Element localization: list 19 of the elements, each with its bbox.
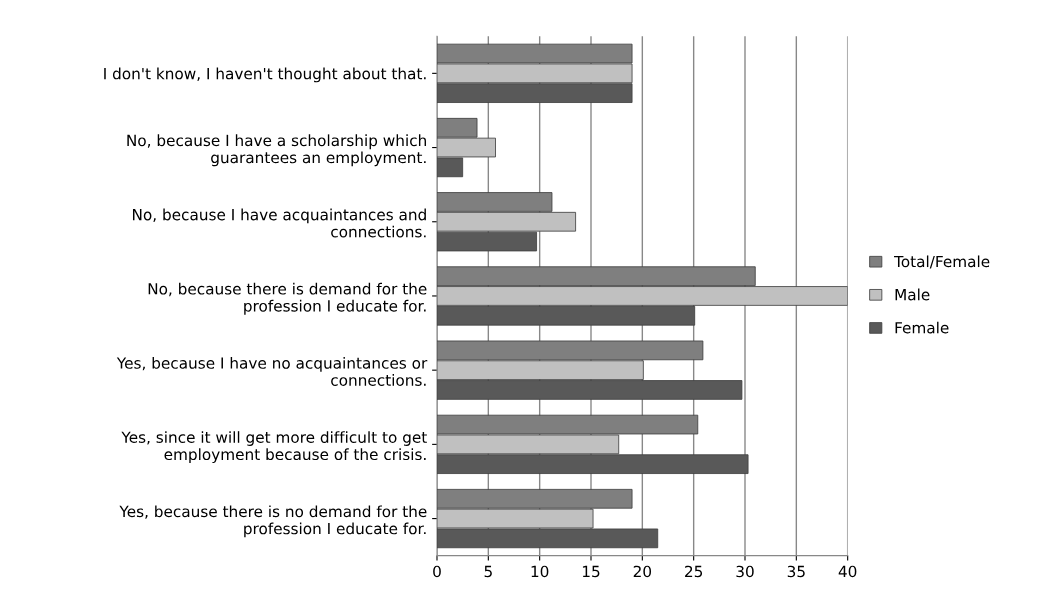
- x-tick-label: 5: [484, 565, 492, 578]
- x-tick-label: 0: [433, 565, 441, 578]
- x-tick-label: 30: [736, 565, 754, 578]
- legend-label: Total/Female: [894, 255, 990, 269]
- y-tick-label: I don't know, I haven't thought about that.: [104, 67, 426, 83]
- legend-label: Female: [895, 321, 949, 334]
- y-tick-label: No, because I have a scholarship which guarantees an employment.: [127, 134, 426, 167]
- y-tick-label: No, because I have acquaintances and connections.: [132, 208, 426, 238]
- y-tick-label: Yes, since it will get more difficult to get employment because of the crisis.: [121, 431, 427, 464]
- x-tick-label: 20: [633, 565, 652, 578]
- x-tick-label: 35: [787, 565, 805, 578]
- y-tick-label: Yes, because there is no demand for the profession I educate for.: [119, 505, 427, 538]
- y-tick-label: Yes, because I have no acquaintances or connections.: [116, 356, 428, 386]
- x-tick-label: 25: [685, 565, 703, 578]
- x-tick-label: 15: [582, 565, 600, 578]
- legend-label: Male: [895, 288, 930, 301]
- x-tick-label: 40: [838, 565, 857, 578]
- y-tick-label: No, because there is demand for the profession I educate for.: [148, 282, 427, 315]
- x-tick-label: 10: [531, 565, 549, 578]
